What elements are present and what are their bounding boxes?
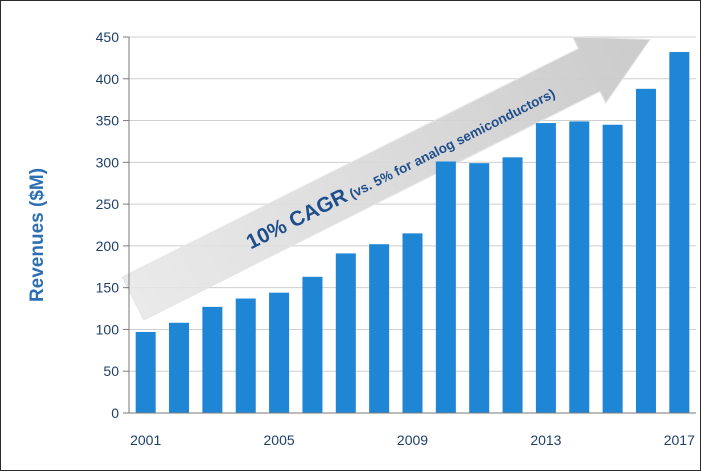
bar-2008 xyxy=(369,244,390,413)
bar-2007 xyxy=(335,253,356,413)
y-tick-label: 200 xyxy=(96,238,120,254)
bar-2013 xyxy=(535,123,556,413)
bars xyxy=(135,52,690,413)
bar-2002 xyxy=(169,322,190,413)
y-tick-label: 150 xyxy=(96,280,120,296)
bar-2004 xyxy=(235,298,256,413)
bar-2009 xyxy=(402,233,423,413)
x-tick-label: 2001 xyxy=(130,432,161,448)
y-tick-label: 450 xyxy=(96,29,120,45)
x-tick-label: 2009 xyxy=(397,432,428,448)
bar-2010 xyxy=(435,161,456,413)
growth-arrow xyxy=(121,36,651,321)
y-tick-label: 0 xyxy=(111,405,119,421)
x-tick-label: 2005 xyxy=(264,432,295,448)
y-axis-label: Revenues ($M) xyxy=(27,168,48,302)
bar-2014 xyxy=(569,121,590,413)
bar-2015 xyxy=(602,124,623,413)
y-tick-label: 300 xyxy=(96,154,120,170)
y-tick-label: 100 xyxy=(96,321,120,337)
y-tick-label: 350 xyxy=(96,113,120,129)
x-tick-label: 2013 xyxy=(530,432,561,448)
bar-2016 xyxy=(635,88,656,413)
bar-2001 xyxy=(135,331,156,413)
bar-2003 xyxy=(202,306,223,413)
x-tick-label: 2017 xyxy=(664,432,695,448)
y-tick-label: 400 xyxy=(96,71,120,87)
y-tick-label: 50 xyxy=(103,363,119,379)
axes: 0 50 100 150 200 250 300 350 400 450 2001 2005 2009 2… xyxy=(96,29,696,448)
bar-2012 xyxy=(502,157,523,413)
arrow-shape xyxy=(121,36,651,321)
bar-2005 xyxy=(269,292,290,413)
bar-2006 xyxy=(302,276,323,413)
y-tick-label: 250 xyxy=(96,196,120,212)
bar-2017 xyxy=(669,52,690,413)
arrow-polygon xyxy=(121,36,651,321)
bar-2011 xyxy=(469,163,490,413)
